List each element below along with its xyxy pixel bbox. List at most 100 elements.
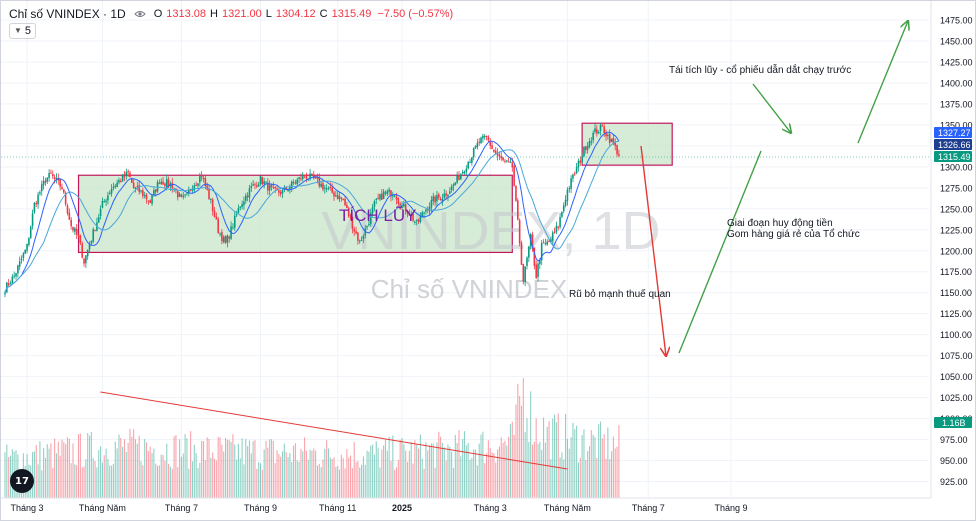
candle-body: [63, 189, 65, 193]
candle-body: [259, 175, 262, 184]
volume-bar: [52, 467, 54, 498]
candle-body: [204, 178, 207, 187]
volume-bar: [526, 418, 528, 498]
candle-body: [357, 232, 359, 241]
drawings-layer: [100, 21, 908, 470]
candle-body: [9, 283, 12, 285]
candle-body: [151, 195, 153, 204]
candle-body: [4, 292, 6, 295]
volume-bar: [379, 467, 381, 498]
candle-body: [53, 177, 56, 179]
volume-bar: [338, 469, 341, 498]
candle-body: [480, 137, 482, 144]
price-tick-label: 925.00: [940, 477, 968, 487]
candle-body: [329, 187, 332, 189]
candle-body: [360, 239, 363, 241]
volume-bar: [594, 436, 596, 498]
volume-bar: [298, 461, 300, 498]
volume-bar: [311, 450, 313, 498]
candle-body: [189, 189, 192, 191]
candle-body: [44, 180, 47, 183]
candle-body: [489, 141, 492, 146]
volume-bar: [519, 395, 521, 498]
candle-body: [300, 178, 302, 180]
candle-body: [561, 212, 563, 217]
volume-bar: [504, 440, 506, 498]
candle-body: [149, 200, 152, 203]
candle-body: [303, 174, 306, 176]
price-tick-label: 1225.00: [940, 225, 973, 235]
candle-body: [434, 196, 436, 203]
candle-body: [28, 238, 30, 245]
volume-bar: [377, 447, 379, 498]
volume-bar: [90, 431, 92, 498]
candle-body: [123, 173, 126, 177]
price-tag-value: 1315.49: [938, 152, 971, 162]
volume-bar: [213, 458, 216, 498]
candle-body: [588, 141, 591, 147]
candle-body: [90, 240, 93, 244]
volume-bar: [381, 449, 383, 498]
volume-bar: [77, 434, 80, 498]
eye-icon[interactable]: [133, 8, 146, 20]
volume-bar: [61, 439, 63, 498]
candle-body: [129, 172, 131, 178]
volume-bar: [517, 383, 519, 498]
candle-body: [11, 276, 14, 284]
volume-bar: [175, 435, 177, 498]
candle-body: [594, 128, 596, 132]
volume-bar: [199, 462, 201, 498]
volume-bar: [173, 436, 175, 498]
candle-body: [575, 166, 578, 174]
volume-bar: [331, 459, 333, 498]
volume-bar: [596, 458, 598, 498]
volume-bar: [217, 436, 219, 498]
candle-body: [59, 179, 61, 187]
volume-bar: [261, 469, 263, 498]
volume-bar: [438, 431, 440, 498]
volume-bar: [495, 462, 497, 498]
indicators-toggle[interactable]: ▼ 5: [9, 23, 37, 39]
volume-bar: [587, 451, 589, 498]
volume-bar: [182, 453, 184, 498]
symbol-title[interactable]: Chỉ số VNINDEX · 1D: [9, 7, 126, 21]
volume-bar: [500, 437, 502, 498]
candle-body: [570, 178, 572, 189]
volume-bar: [145, 442, 148, 498]
volume-bar: [585, 459, 587, 498]
candle-body: [256, 185, 258, 187]
candle-body: [257, 184, 260, 187]
high-value: 1321.00: [221, 8, 262, 20]
candle-body: [31, 213, 34, 227]
candle-body: [607, 134, 609, 136]
volume-bar: [598, 424, 600, 498]
volume-bar: [186, 438, 188, 498]
volume-bar: [171, 468, 173, 498]
tradingview-logo[interactable]: 17: [10, 469, 34, 493]
tariff-label: Rũ bỏ mạnh thuế quan: [569, 288, 671, 300]
volume-bar: [278, 454, 280, 498]
volume-bar: [41, 470, 43, 498]
candle-body: [581, 156, 583, 163]
volume-bar: [333, 457, 335, 498]
price-tick-label: 950.00: [940, 456, 968, 466]
candle-body: [24, 249, 27, 254]
volume-bar: [576, 425, 578, 498]
candle-body: [68, 212, 71, 220]
volume-bar: [452, 467, 455, 498]
volume-bar: [531, 444, 534, 498]
volume-bar: [280, 456, 282, 498]
volume-bar: [147, 451, 149, 498]
volume-bar: [570, 437, 572, 498]
candle-body: [384, 192, 387, 194]
volume-bar: [618, 425, 620, 498]
volume-bar: [491, 452, 493, 498]
reaccumulation-label: Tái tích lũy - cổ phiếu dẫn dắt chạy trư…: [669, 63, 851, 76]
volume-bar: [616, 446, 618, 498]
candle-body: [368, 223, 370, 226]
candle-body: [70, 219, 72, 227]
candle-body: [103, 201, 106, 203]
candle-body: [579, 160, 582, 163]
candle-body: [333, 192, 335, 197]
accumulation-label: TÍCH LŨY: [339, 206, 416, 225]
